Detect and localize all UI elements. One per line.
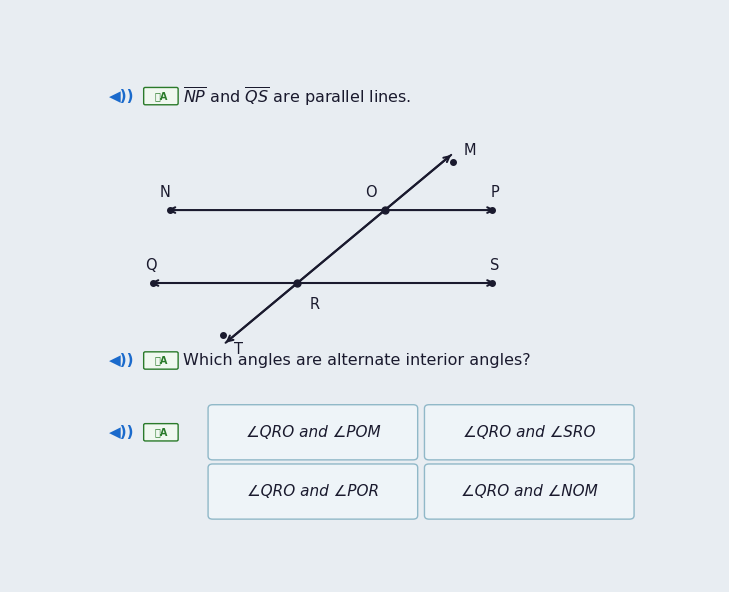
- Text: Q: Q: [144, 258, 156, 273]
- Text: Which angles are alternate interior angles?: Which angles are alternate interior angl…: [183, 353, 530, 368]
- Text: M: M: [464, 143, 476, 157]
- Text: ∠QRO and ∠SRO: ∠QRO and ∠SRO: [463, 425, 596, 440]
- FancyBboxPatch shape: [424, 464, 634, 519]
- Text: R: R: [310, 297, 320, 311]
- Text: ꭆA: ꭆA: [155, 91, 168, 101]
- FancyBboxPatch shape: [208, 464, 418, 519]
- Text: P: P: [491, 185, 499, 200]
- Text: ∠QRO and ∠NOM: ∠QRO and ∠NOM: [461, 484, 598, 499]
- Text: O: O: [365, 185, 377, 200]
- FancyBboxPatch shape: [144, 424, 178, 441]
- Text: ∠QRO and ∠POM: ∠QRO and ∠POM: [246, 425, 381, 440]
- FancyBboxPatch shape: [208, 405, 418, 460]
- Text: ꭆA: ꭆA: [155, 356, 168, 365]
- Text: ∠QRO and ∠POR: ∠QRO and ∠POR: [247, 484, 379, 499]
- Text: ◀)): ◀)): [109, 353, 135, 368]
- Text: S: S: [491, 258, 500, 273]
- FancyBboxPatch shape: [144, 352, 178, 369]
- Text: N: N: [159, 185, 170, 200]
- FancyBboxPatch shape: [144, 88, 178, 105]
- Text: $\overline{NP}$ and $\overline{QS}$ are parallel lines.: $\overline{NP}$ and $\overline{QS}$ are …: [183, 85, 411, 108]
- Text: T: T: [233, 342, 243, 357]
- Text: ◀)): ◀)): [109, 89, 135, 104]
- Text: ◀)): ◀)): [109, 425, 135, 440]
- Text: ꭆA: ꭆA: [155, 427, 168, 437]
- FancyBboxPatch shape: [424, 405, 634, 460]
